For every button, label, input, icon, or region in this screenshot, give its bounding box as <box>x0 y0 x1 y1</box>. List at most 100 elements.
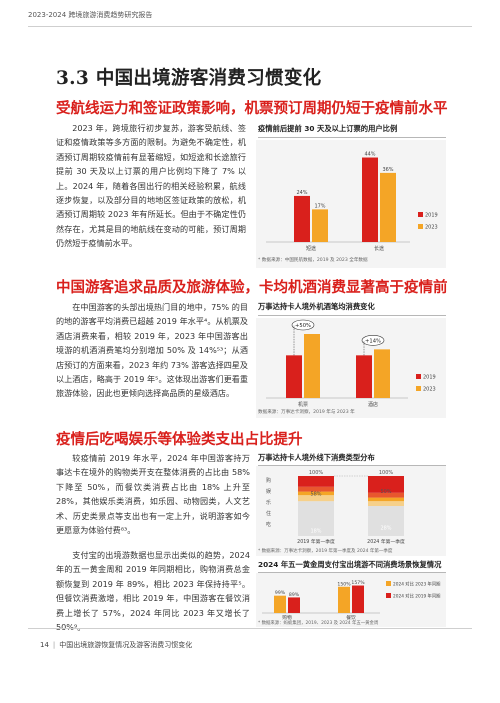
chart3-x-tick: 2024 年第一季度 <box>367 538 405 545</box>
chart3-total-label: 100% <box>309 470 324 476</box>
chart3-title: 万事达持卡人境外线下消费类型分布 <box>258 453 375 462</box>
chart2-bg <box>256 318 446 418</box>
chart2-bar-2019-1 <box>356 355 372 398</box>
paragraph-booking-cycle: 2023 年，跨境旅行初步复苏，游客受航线、签证和疫情政策等多方面的限制。为避免… <box>56 123 246 249</box>
chart4-x-tick: 购物 <box>282 614 292 621</box>
chart3-segment-住-0 <box>298 486 334 492</box>
header-rule <box>28 26 472 27</box>
section-heading-experience-spend: 疫情后吃喝娱乐等体验类支出占比提升 <box>56 432 303 448</box>
paragraph-alipay-trend: 支付宝的出境游数据也显示出类似的趋势，2024 年的五一黄金周和 2019 年同… <box>56 550 250 633</box>
chart3-total-label: 100% <box>379 470 394 476</box>
chart1-data-label: 44% <box>364 152 375 158</box>
chart3-data-label-food: 28% <box>380 526 391 532</box>
chart3-segment-乐-1 <box>368 497 404 502</box>
chart3-segment-购-0 <box>298 501 334 536</box>
chart2-change-label: +50% <box>295 323 311 329</box>
chart3-segment-乐-0 <box>298 491 334 496</box>
chart1-bg <box>256 140 446 268</box>
chart1-legend-swatch <box>418 212 423 217</box>
chart4-bg <box>256 573 446 627</box>
chart3-legend-label: 吃 <box>266 521 271 528</box>
chart4-bar-1-0 <box>288 597 300 613</box>
chart1-booking-ratio: 24% 17% 短途 44% 36% 长途 2019 2023 * 数据来源：中国民航数据，20… <box>256 140 446 268</box>
paragraph-quality-spend: 在中国游客的头部出境热门目的地中，75% 的目的地的游客平均消费已超越 2019… <box>56 302 248 399</box>
chart4-data-label: 157% <box>351 580 365 586</box>
chart3-rule <box>258 465 446 466</box>
chart4-legend-swatch <box>386 593 391 598</box>
page-title: 3.3 中国出境游客消费习惯变化 <box>56 68 322 89</box>
chart2-legend-label: 2023 <box>423 387 436 393</box>
chart4-rule <box>258 572 446 573</box>
chart1-legend-label: 2023 <box>425 225 438 231</box>
chart3-segment-娱-1 <box>368 501 404 506</box>
chart4-source: * 数据来源：蚂蚁集团，2019、2023 及 2024 年五一黄金周 <box>258 619 378 626</box>
chart3-legend-label: 乐 <box>266 499 271 506</box>
chart3-data-label-food: 18% <box>310 529 321 535</box>
chart2-change-label: +14% <box>365 338 381 344</box>
chart2-title: 万事达持卡人境外机酒笔均消费变化 <box>258 302 375 311</box>
chart3-legend-label: 住 <box>266 510 271 517</box>
page-footer: 14 | 中国出境旅游恢复情况及游客消费习惯变化 <box>40 640 192 650</box>
chart4-x-tick: 餐饮 <box>346 614 356 621</box>
page-number: 14 <box>40 641 49 649</box>
chart3-legend-label: 购 <box>266 477 271 484</box>
chart2-change-bubble <box>291 319 315 331</box>
chart3-segment-购-1 <box>368 506 404 536</box>
chart3-segment-吃-1 <box>368 476 404 493</box>
section-heading-booking-cycle: 受航线运力和签证政策影响，机票预订周期仍短于疫情前水平 <box>56 101 448 117</box>
chart1-x-tick: 长途 <box>374 245 384 252</box>
paragraph-spend-mix: 较疫情前 2019 年水平，2024 年中国游客持万事达卡在境外的购物类开支在整… <box>56 453 250 536</box>
chart3-segment-吃-0 <box>298 476 334 487</box>
chart1-title: 疫情前后提前 30 天及以上订票的用户比例 <box>258 124 398 133</box>
chart2-legend-swatch <box>416 374 421 379</box>
chart4-data-label: 99% <box>275 590 286 596</box>
chart2-source: 数据来源：万事达卡洞察，2019 年与 2023 年 <box>258 408 355 415</box>
chart2-change-bubble <box>361 335 385 346</box>
chart2-legend-label: 2019 <box>423 375 436 381</box>
chart3-data-label-shop: 58% <box>310 491 321 497</box>
chart3-x-tick: 2019 年第一季度 <box>297 538 335 545</box>
chart3-data-label-shop: 50% <box>380 489 391 495</box>
footer-separator: | <box>52 641 56 649</box>
chart3-source: * 数据来源：万事达卡洞察，2019 年第一季度及 2024 年第一季度 <box>258 547 393 554</box>
chart2-rule <box>258 315 446 316</box>
chart3-bg <box>256 466 446 556</box>
chart1-legend-label: 2019 <box>425 213 438 219</box>
footer-rule <box>28 628 472 629</box>
chart4-legend-label: 2024 对比 2019 年同期 <box>393 592 440 599</box>
chart1-source: * 数据来源：中国民航数据，2019 及 2023 全年数据 <box>258 256 368 263</box>
chart1-rule <box>258 137 446 138</box>
chart2-mastercard-spend-change: +50% 机票 +14% 酒店 2019 2023 数据来源：万事达卡洞察，2019 年与 … <box>256 318 446 418</box>
chart4-alipay-recovery: 99% 89% 购物 150% 157% 餐饮 2024 对比 2023 年同期 2024 对… <box>256 573 446 627</box>
chart4-bar-1-1 <box>352 585 364 613</box>
chart2-legend-swatch <box>416 386 421 391</box>
chart1-bar-2023-0 <box>312 209 328 242</box>
chart3-segment-娱-0 <box>298 495 334 502</box>
running-header: 2023-2024 跨境旅游消费趋势研究报告 <box>28 11 153 19</box>
chart4-legend-label: 2024 对比 2023 年同期 <box>393 580 440 587</box>
chart1-x-tick: 短途 <box>306 245 316 252</box>
chart3-segment-住-1 <box>368 492 404 498</box>
chart4-bar-0-0 <box>274 595 286 613</box>
chart3-spend-category-distribution: 100% 58% 18% 2019 年第一季度 100% 50% 28% 2024 年第一季度… <box>256 466 446 556</box>
section-heading-quality-spend: 中国游客追求品质及旅游体验，卡均机酒消费显著高于疫情前 <box>56 280 448 296</box>
chart1-bar-2023-1 <box>380 172 396 242</box>
chart1-data-label: 36% <box>382 167 393 173</box>
chart3-legend-label: 娱 <box>266 488 271 495</box>
chart4-data-label: 89% <box>289 592 300 598</box>
chart4-data-label: 150% <box>337 581 351 587</box>
footer-text: 中国出境旅游恢复情况及游客消费习惯变化 <box>59 641 193 649</box>
chart1-data-label: 17% <box>314 203 325 209</box>
chart2-x-tick: 酒店 <box>368 401 378 408</box>
chart2-bar-2023-1 <box>374 349 390 398</box>
chart1-data-label: 24% <box>296 190 307 196</box>
chart1-bar-2019-1 <box>362 157 378 242</box>
chart1-legend-swatch <box>418 224 423 229</box>
chart4-bar-0-1 <box>338 586 350 613</box>
chart2-bar-2023-0 <box>304 334 320 398</box>
chart4-title: 2024 年五一黄金周支付宝出境游不同消费场景恢复情况 <box>258 560 442 569</box>
chart2-x-tick: 机票 <box>298 401 308 408</box>
chart2-bar-2019-0 <box>286 355 302 398</box>
chart1-bar-2019-0 <box>294 195 310 242</box>
chart4-legend-swatch <box>386 581 391 586</box>
